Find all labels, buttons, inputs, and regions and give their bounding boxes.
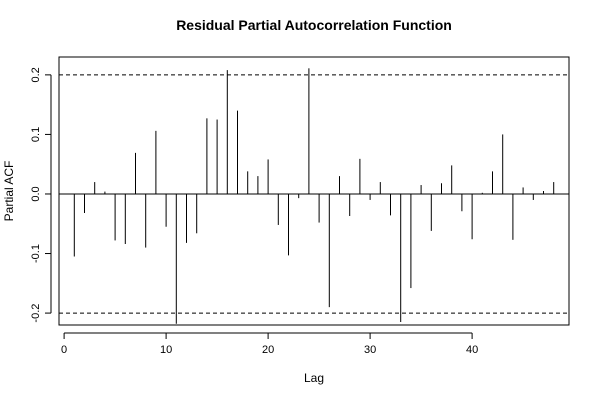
y-tick-label-2: 0.0 — [30, 186, 42, 201]
y-axis-label: Partial ACF — [2, 161, 16, 222]
chart-title: Residual Partial Autocorrelation Functio… — [176, 17, 452, 33]
plot-frame — [58, 56, 570, 326]
x-axis-label: Lag — [304, 371, 324, 385]
y-tick-label-0: -0.2 — [30, 304, 42, 323]
x-tick-label-10: 10 — [160, 344, 172, 356]
y-tick-label-4: 0.2 — [30, 67, 42, 82]
plot-area: 0 10 20 30 40 -0.2 -0.1 0.0 0.1 0.2 — [30, 56, 570, 356]
x-tick-label-40: 40 — [466, 344, 478, 356]
x-tick-label-30: 30 — [364, 344, 376, 356]
y-tick-label-1: -0.1 — [30, 244, 42, 263]
y-tick-label-3: 0.1 — [30, 127, 42, 142]
x-tick-label-20: 20 — [262, 344, 274, 356]
x-tick-label-0: 0 — [61, 344, 67, 356]
